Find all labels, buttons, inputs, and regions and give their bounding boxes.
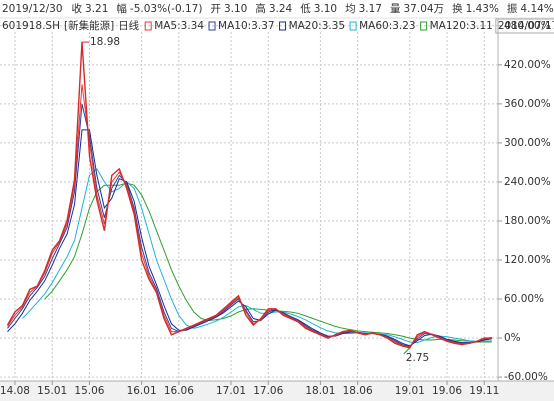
x-tick-label: 19.01 [395, 385, 425, 397]
x-tick-label: 19.11 [469, 385, 499, 397]
y-tick-label: -60.00% [504, 371, 548, 383]
quote-label: 开 [210, 3, 221, 15]
x-tick-label: 16.01 [127, 385, 157, 397]
y-tick-label: 480.00% [504, 20, 551, 32]
annotation-leader [403, 347, 411, 355]
x-tick-label: 16.06 [164, 385, 194, 397]
quote-label: 低 [300, 2, 311, 15]
legend-entry: MA60:3.23 [359, 20, 416, 32]
x-tick-label: 18.01 [305, 385, 335, 397]
legend-entry: MA20:3.35 [289, 20, 346, 32]
quote-value: 3.10 [314, 3, 337, 15]
annotation: 2.75 [406, 352, 429, 364]
date-range-box [495, 18, 554, 34]
price-line [6, 42, 492, 349]
x-tick-label: 15.06 [74, 385, 104, 397]
x-tick-label: 17.01 [216, 385, 246, 397]
legend-entry: MA10:3.37 [218, 20, 275, 32]
annotation: 18.98 [90, 36, 120, 48]
quote-label: 幅 [116, 2, 127, 15]
legend: 601918.SH [新集能源] 日线 MA5:3.34 MA10:3.37 MA20:3… [2, 18, 554, 34]
quote-label: 换 [452, 2, 463, 15]
y-tick-label: 120.00% [504, 254, 551, 266]
quote-value: 3.10 [224, 3, 247, 15]
legend-swatch [420, 21, 428, 31]
y-tick-label: 420.00% [504, 59, 551, 71]
quote-value: -5.03%(-0.17) [130, 3, 203, 15]
quote-value: 4.14% [520, 3, 553, 15]
y-tick-label: 60.00% [504, 293, 544, 305]
quote-date: 2019/12/30 [2, 3, 63, 15]
legend-entry: MA5:3.34 [154, 20, 204, 32]
legend-entry: MA120:3.11 [430, 20, 493, 32]
y-tick-label: 360.00% [504, 98, 551, 110]
quote-value: 3.17 [359, 3, 382, 15]
date-range: 2014/07/17-2019/12/30... [498, 20, 554, 32]
period: 日线 [118, 19, 139, 32]
x-axis-band [0, 381, 554, 401]
header: 2019/12/30 收 3.21 幅 -5.03%(-0.17) 开 3.10 高 3.24 低… [2, 2, 554, 15]
plot: 480.00% 420.00% 360.00% 300.00% 240.00% 180.0… [0, 20, 551, 397]
x-tick-label: 19.06 [432, 385, 462, 397]
stock-name: [新集能源] [64, 19, 114, 32]
stock-code: 601918.SH [2, 20, 60, 32]
quote-value: 37.04万 [404, 3, 445, 15]
y-tick-label: 180.00% [504, 215, 551, 227]
quote-value: 3.24 [269, 3, 293, 15]
quote-label: 均 [345, 3, 356, 15]
x-tick-label: 18.06 [343, 385, 373, 397]
quote-label: 量 [390, 3, 401, 15]
legend-swatch [279, 21, 287, 31]
y-tick-label: 300.00% [504, 137, 551, 149]
y-tick-label: 0% [504, 332, 521, 344]
legend-swatch [144, 21, 152, 31]
quote-label: 收 [72, 2, 83, 15]
x-tick-label: 17.06 [253, 385, 283, 397]
y-tick-label: 240.00% [504, 176, 551, 188]
x-tick-label: 14.08 [0, 385, 30, 397]
quote-value: 3.21 [85, 3, 108, 15]
legend-swatch [349, 21, 357, 31]
quote-value: 1.43% [466, 3, 499, 15]
quote-label: 振 [507, 2, 518, 15]
legend-swatch [208, 21, 216, 31]
x-tick-label: 15.01 [37, 385, 67, 397]
quote-label: 高 [255, 2, 266, 15]
